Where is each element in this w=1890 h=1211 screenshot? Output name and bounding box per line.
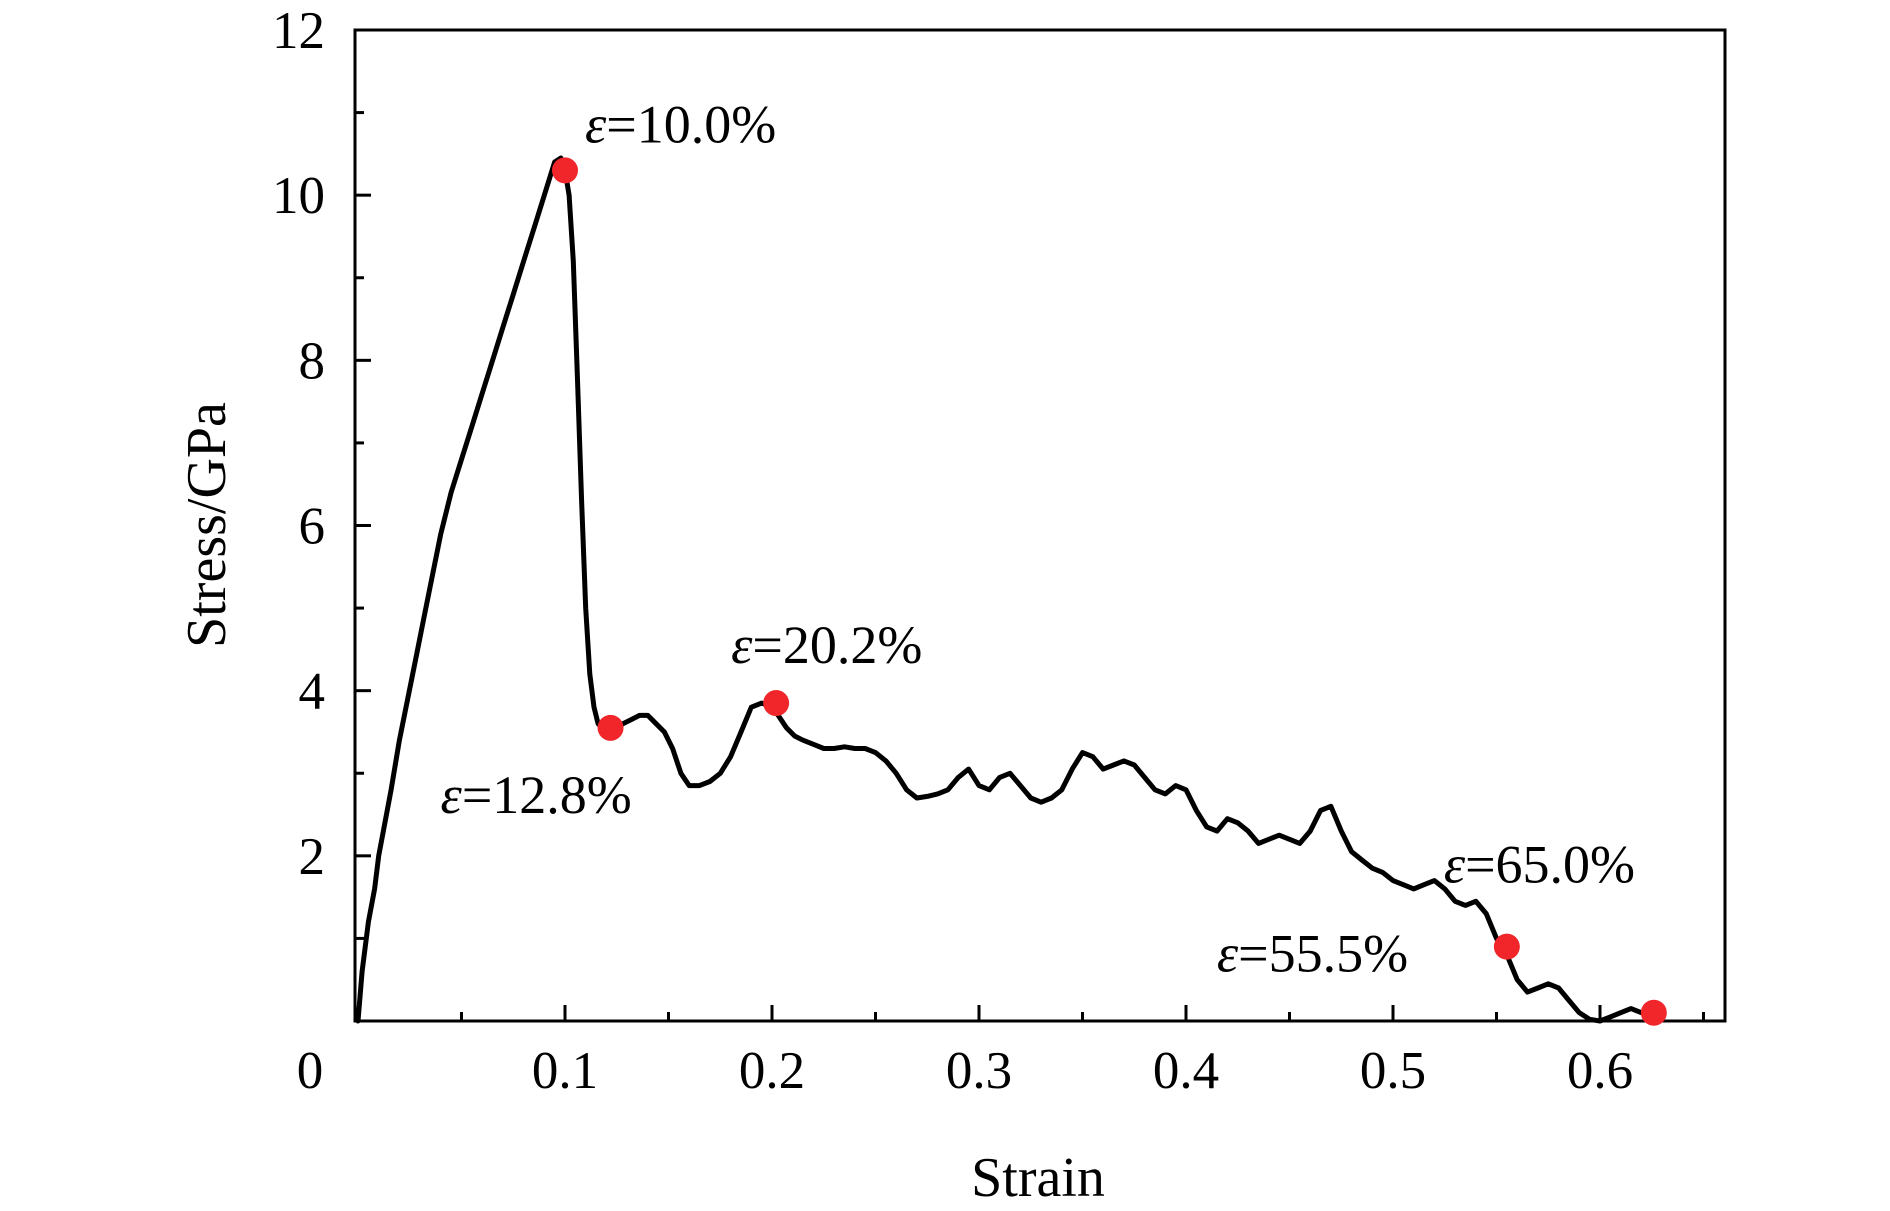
x-tick-label: 0.5 (1360, 1042, 1426, 1100)
y-tick-label: 12 (272, 2, 325, 60)
strain-annotation: ε=10.0% (585, 94, 776, 154)
y-axis-title: Stress/GPa (176, 402, 238, 648)
highlight-marker (1493, 933, 1520, 960)
x-tick-label: 0.4 (1153, 1042, 1219, 1100)
highlight-marker (597, 714, 624, 741)
y-tick-label: 6 (299, 498, 326, 556)
x-axis-title: Strain (971, 1147, 1105, 1209)
strain-annotation: ε=65.0% (1444, 835, 1635, 895)
y-tick-label: 10 (272, 167, 325, 225)
strain-annotation: ε=55.5% (1217, 924, 1408, 984)
y-tick-label: 4 (299, 663, 326, 721)
x-tick-label: 0.1 (532, 1042, 598, 1100)
highlight-markers (552, 157, 1667, 1026)
strain-annotation: ε=20.2% (731, 615, 922, 675)
highlight-marker (1640, 999, 1667, 1026)
x-tick-label: 0.2 (739, 1042, 805, 1100)
strain-annotation: ε=12.8% (441, 765, 632, 825)
origin-label: 0 (297, 1042, 324, 1100)
highlight-marker (552, 157, 578, 184)
tick-labels: 0.1 0.2 0.3 0.4 0.5 0.6 2 4 6 8 10 12 0 (272, 2, 1633, 1100)
x-tick-label: 0.6 (1567, 1042, 1633, 1100)
axis-ticks (355, 28, 1705, 1021)
y-tick-label: 2 (299, 828, 326, 886)
x-tick-label: 0.3 (946, 1042, 1012, 1100)
highlight-marker (763, 690, 790, 717)
strain-annotations: ε=10.0% ε=12.8% ε=20.2% ε=55.5% ε=65.0% (441, 94, 1635, 983)
y-tick-label: 8 (299, 332, 326, 390)
